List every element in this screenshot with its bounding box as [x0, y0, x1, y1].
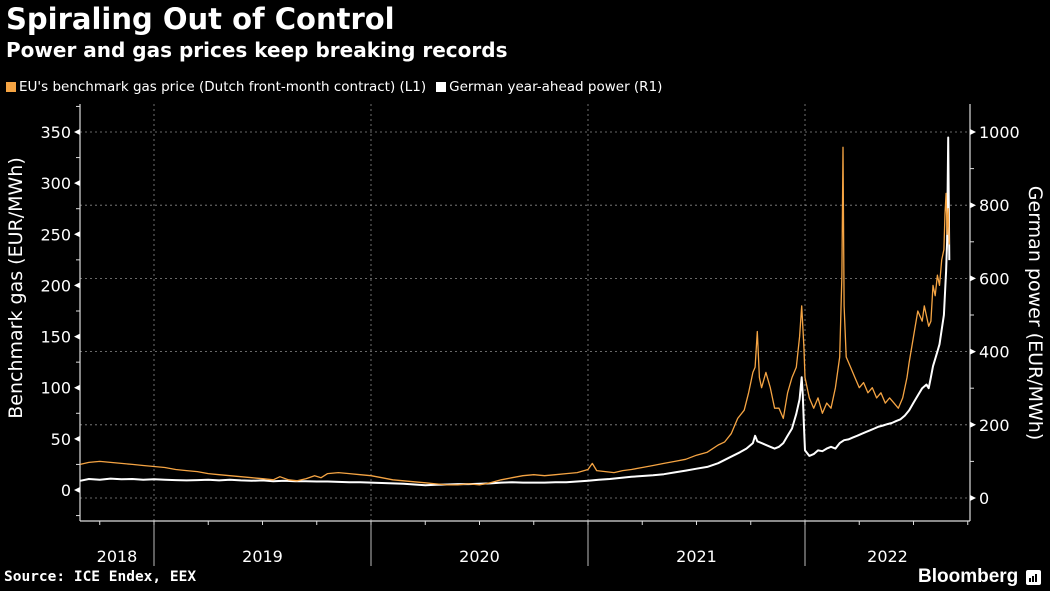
tick-labels: 0 50 100 150 200 250 300 350 0 200 400 600 800 1000 20…: [40, 123, 1019, 566]
y-left-tick: [74, 231, 80, 238]
y-left-tick-label: 350: [40, 123, 71, 142]
y-left-tick-label: 100: [40, 379, 71, 398]
series-lines: [79, 136, 951, 487]
y-left-tick-label: 200: [40, 276, 71, 295]
series-line-power: [79, 136, 951, 487]
y-left-tick: [74, 333, 80, 340]
y-right-tick: [970, 421, 976, 428]
y-left-tick: [74, 435, 80, 442]
y-right-tick: [970, 495, 976, 501]
y-right-tick-label: 1000: [979, 123, 1020, 142]
y-left-tick: [74, 487, 80, 493]
legend-label-gas: EU's benchmark gas price (Dutch front-mo…: [19, 79, 427, 95]
y-left-axis-title: Benchmark gas (EUR/MWh): [5, 157, 27, 418]
brand-name: Bloomberg: [918, 566, 1019, 587]
y-left-tick-label: 150: [40, 328, 71, 347]
y-left-tick-label: 0: [61, 481, 71, 500]
source-note: Source: ICE Endex, EEX: [4, 569, 197, 585]
y-right-tick: [970, 129, 976, 135]
x-tick-label: 2020: [459, 547, 500, 566]
x-tick-label: 2018: [97, 547, 138, 566]
chart-subtitle: Power and gas prices keep breaking recor…: [6, 38, 508, 62]
y-right-tick-label: 200: [979, 416, 1010, 435]
legend-item-power: German year-ahead power (R1): [436, 79, 662, 95]
y-right-tick: [970, 275, 976, 282]
y-left-tick-label: 50: [51, 430, 71, 449]
x-tick-label: 2019: [242, 547, 283, 566]
y-right-tick: [970, 348, 976, 355]
y-left-tick-label: 250: [40, 225, 71, 244]
legend-item-gas: EU's benchmark gas price (Dutch front-mo…: [6, 79, 426, 95]
y-right-tick-label: 600: [979, 269, 1010, 288]
brand: Bloomberg: [918, 566, 1042, 588]
y-left-tick: [74, 180, 80, 187]
series-line-gas: [80, 146, 950, 486]
legend-swatch-power: [436, 82, 447, 92]
x-tick-label: 2022: [867, 547, 908, 566]
y-right-tick-label: 400: [979, 343, 1010, 362]
x-tick-label: 2021: [676, 547, 717, 566]
y-right-tick: [970, 202, 976, 209]
legend: EU's benchmark gas price (Dutch front-mo…: [6, 79, 672, 95]
y-right-axis-title: German power (EUR/MWh): [1024, 186, 1046, 440]
legend-swatch-gas: [6, 82, 16, 92]
y-left-tick: [74, 282, 80, 289]
chart-title: Spiraling Out of Control: [6, 2, 395, 36]
legend-label-power: German year-ahead power (R1): [449, 79, 663, 95]
gridlines: [80, 104, 970, 521]
y-right-tick-label: 0: [979, 489, 989, 508]
y-left-tick: [74, 384, 80, 391]
axes: [74, 104, 976, 566]
bloomberg-terminal-icon: [1026, 569, 1042, 585]
y-right-tick-label: 800: [979, 196, 1010, 215]
y-left-tick-label: 300: [40, 174, 71, 193]
y-left-tick: [74, 129, 80, 135]
